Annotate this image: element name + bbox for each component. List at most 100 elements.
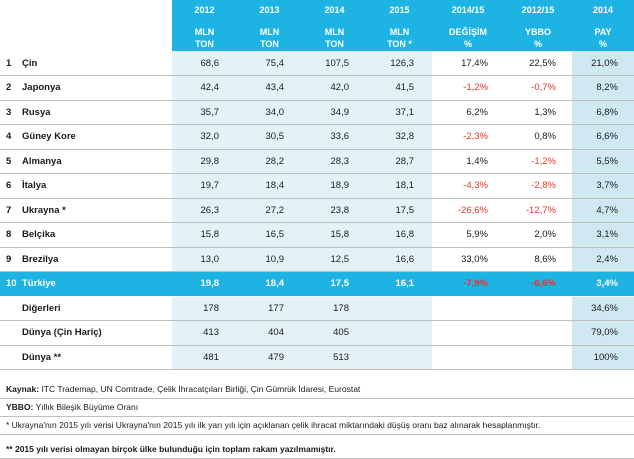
value-2012-cell: 481 [172,345,237,370]
share-cell: 2,4% [572,247,634,272]
table-row: 1 Çin 68,6 75,4 107,5 126,3 17,4% 22,5% 21,0% [0,51,634,76]
value-2014-cell: 15,8 [302,222,367,248]
value-2014-cell: 18,9 [302,173,367,199]
value-2015-cell: 16,1 [367,271,432,297]
share-cell: 6,8% [572,100,634,125]
change-cell [432,345,504,370]
table-row: 3 Rusya 35,7 34,0 34,9 37,1 6,2% 1,3% 6,8% [0,100,634,125]
value-2013-cell: 27,2 [237,198,302,223]
value-2012-cell: 68,6 [172,51,237,76]
cagr-cell: -6,6% [504,271,572,297]
value-2013-cell: 177 [237,296,302,321]
change-cell: 6,2% [432,100,504,125]
value-2015-cell: 37,1 [367,100,432,125]
value-2013-cell: 30,5 [237,124,302,150]
table-row: 6 İtalya 19,7 18,4 18,9 18,1 -4,3% -2,8% 3,7% [0,173,634,199]
change-cell: -7,9% [432,271,504,297]
cagr-cell: 8,6% [504,247,572,272]
value-2014-cell: 107,5 [302,51,367,76]
value-2012-cell: 42,4 [172,75,237,101]
ukraine-note: * Ukrayna'nın 2015 yılı verisi Ukrayna'n… [0,417,634,435]
value-2014-cell: 23,8 [302,198,367,223]
value-2012-cell: 29,8 [172,149,237,174]
value-2015-cell: 28,7 [367,149,432,174]
value-2012-cell: 13,0 [172,247,237,272]
country-name-cell: Diğerleri [22,296,172,321]
share-cell: 100% [572,345,634,370]
rank-cell: 3 [0,100,22,125]
cagr-cell: -12,7% [504,198,572,223]
value-2015-cell: 16,8 [367,222,432,248]
share-cell: 21,0% [572,51,634,76]
value-2013-cell: 34,0 [237,100,302,125]
header-change: 2014/15 DEĞİŞİM% [432,0,504,51]
change-cell [432,320,504,346]
cagr-cell: 1,3% [504,100,572,125]
steel-exporters-table: 2012 MLN TON 2013 MLN TON 2014 MLN TON 2015 MLN… [0,0,634,370]
change-cell: 33,0% [432,247,504,272]
rank-cell: 8 [0,222,22,248]
cagr-cell: 0,8% [504,124,572,150]
value-2013-cell: 404 [237,320,302,346]
rank-cell [0,345,22,370]
header-2013: 2013 MLN TON [237,0,302,51]
header-2015: 2015 MLN TON * [367,0,432,51]
value-2013-cell: 18,4 [237,173,302,199]
change-cell: 5,9% [432,222,504,248]
table-row: 5 Almanya 29,8 28,2 28,3 28,7 1,4% -1,2% 5,5% [0,149,634,174]
rank-cell: 6 [0,173,22,199]
cagr-cell: -2,8% [504,173,572,199]
value-2013-cell: 43,4 [237,75,302,101]
value-2015-cell: 41,5 [367,75,432,101]
cagr-cell: 22,5% [504,51,572,76]
header-cagr: 2012/15 YBBO% [504,0,572,51]
value-2015-cell [367,320,432,346]
rank-cell [0,320,22,346]
change-cell: 17,4% [432,51,504,76]
rank-cell: 2 [0,75,22,101]
value-2015-cell [367,345,432,370]
value-2012-cell: 413 [172,320,237,346]
country-name-cell: Türkiye [22,271,172,297]
table-row: Diğerleri 178 177 178 34,6% [0,296,634,321]
share-cell: 79,0% [572,320,634,346]
table-row: Dünya ** 481 479 513 100% [0,345,634,370]
value-2013-cell: 18,4 [237,271,302,297]
value-2012-cell: 19,7 [172,173,237,199]
share-cell: 6,6% [572,124,634,150]
value-2014-cell: 405 [302,320,367,346]
value-2015-cell: 16,6 [367,247,432,272]
value-2012-cell: 19,8 [172,271,237,297]
rank-cell: 5 [0,149,22,174]
cagr-cell: 2,0% [504,222,572,248]
rank-cell [0,296,22,321]
country-name-cell: Belçika [22,222,172,248]
change-cell [432,296,504,321]
cagr-cell: -0,7% [504,75,572,101]
country-name-cell: İtalya [22,173,172,199]
rank-cell: 9 [0,247,22,272]
value-2012-cell: 178 [172,296,237,321]
header-row: 2012 MLN TON 2013 MLN TON 2014 MLN TON 2015 MLN… [0,0,634,51]
table-row: 8 Belçika 15,8 16,5 15,8 16,8 5,9% 2,0% 3,1% [0,222,634,248]
country-name-cell: Almanya [22,149,172,174]
country-name-cell: Güney Kore [22,124,172,150]
value-2015-cell: 126,3 [367,51,432,76]
table-row: 7 Ukrayna * 26,3 27,2 23,8 17,5 -26,6% -12,7% 4,… [0,198,634,223]
table-row: 4 Güney Kore 32,0 30,5 33,6 32,8 -2,3% 0,8% 6,6% [0,124,634,150]
country-name-cell: Dünya ** [22,345,172,370]
rank-cell: 10 [0,271,22,297]
table-row: Dünya (Çin Hariç) 413 404 405 79,0% [0,320,634,346]
table-row: 2 Japonya 42,4 43,4 42,0 41,5 -1,2% -0,7% 8,2% [0,75,634,101]
share-cell: 34,6% [572,296,634,321]
cagr-cell [504,296,572,321]
value-2014-cell: 17,5 [302,271,367,297]
cagr-cell [504,345,572,370]
value-2015-cell [367,296,432,321]
value-2014-cell: 33,6 [302,124,367,150]
value-2014-cell: 28,3 [302,149,367,174]
header-blank [0,0,172,51]
rank-cell: 1 [0,51,22,76]
value-2012-cell: 15,8 [172,222,237,248]
